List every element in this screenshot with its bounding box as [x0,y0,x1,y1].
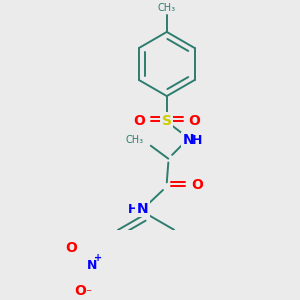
Text: H: H [192,134,203,147]
Text: N: N [182,134,194,147]
Text: O: O [191,178,203,192]
Text: CH₃: CH₃ [158,3,176,13]
Text: N: N [86,259,97,272]
Text: O: O [74,284,86,298]
Text: H: H [128,202,138,216]
Text: O: O [188,113,200,128]
Text: O: O [65,241,77,255]
Text: O: O [134,113,145,128]
Text: N: N [136,202,148,216]
Text: S: S [162,113,172,128]
Text: ⁻: ⁻ [85,288,91,298]
Text: +: + [94,253,102,263]
Text: CH₃: CH₃ [125,135,143,146]
